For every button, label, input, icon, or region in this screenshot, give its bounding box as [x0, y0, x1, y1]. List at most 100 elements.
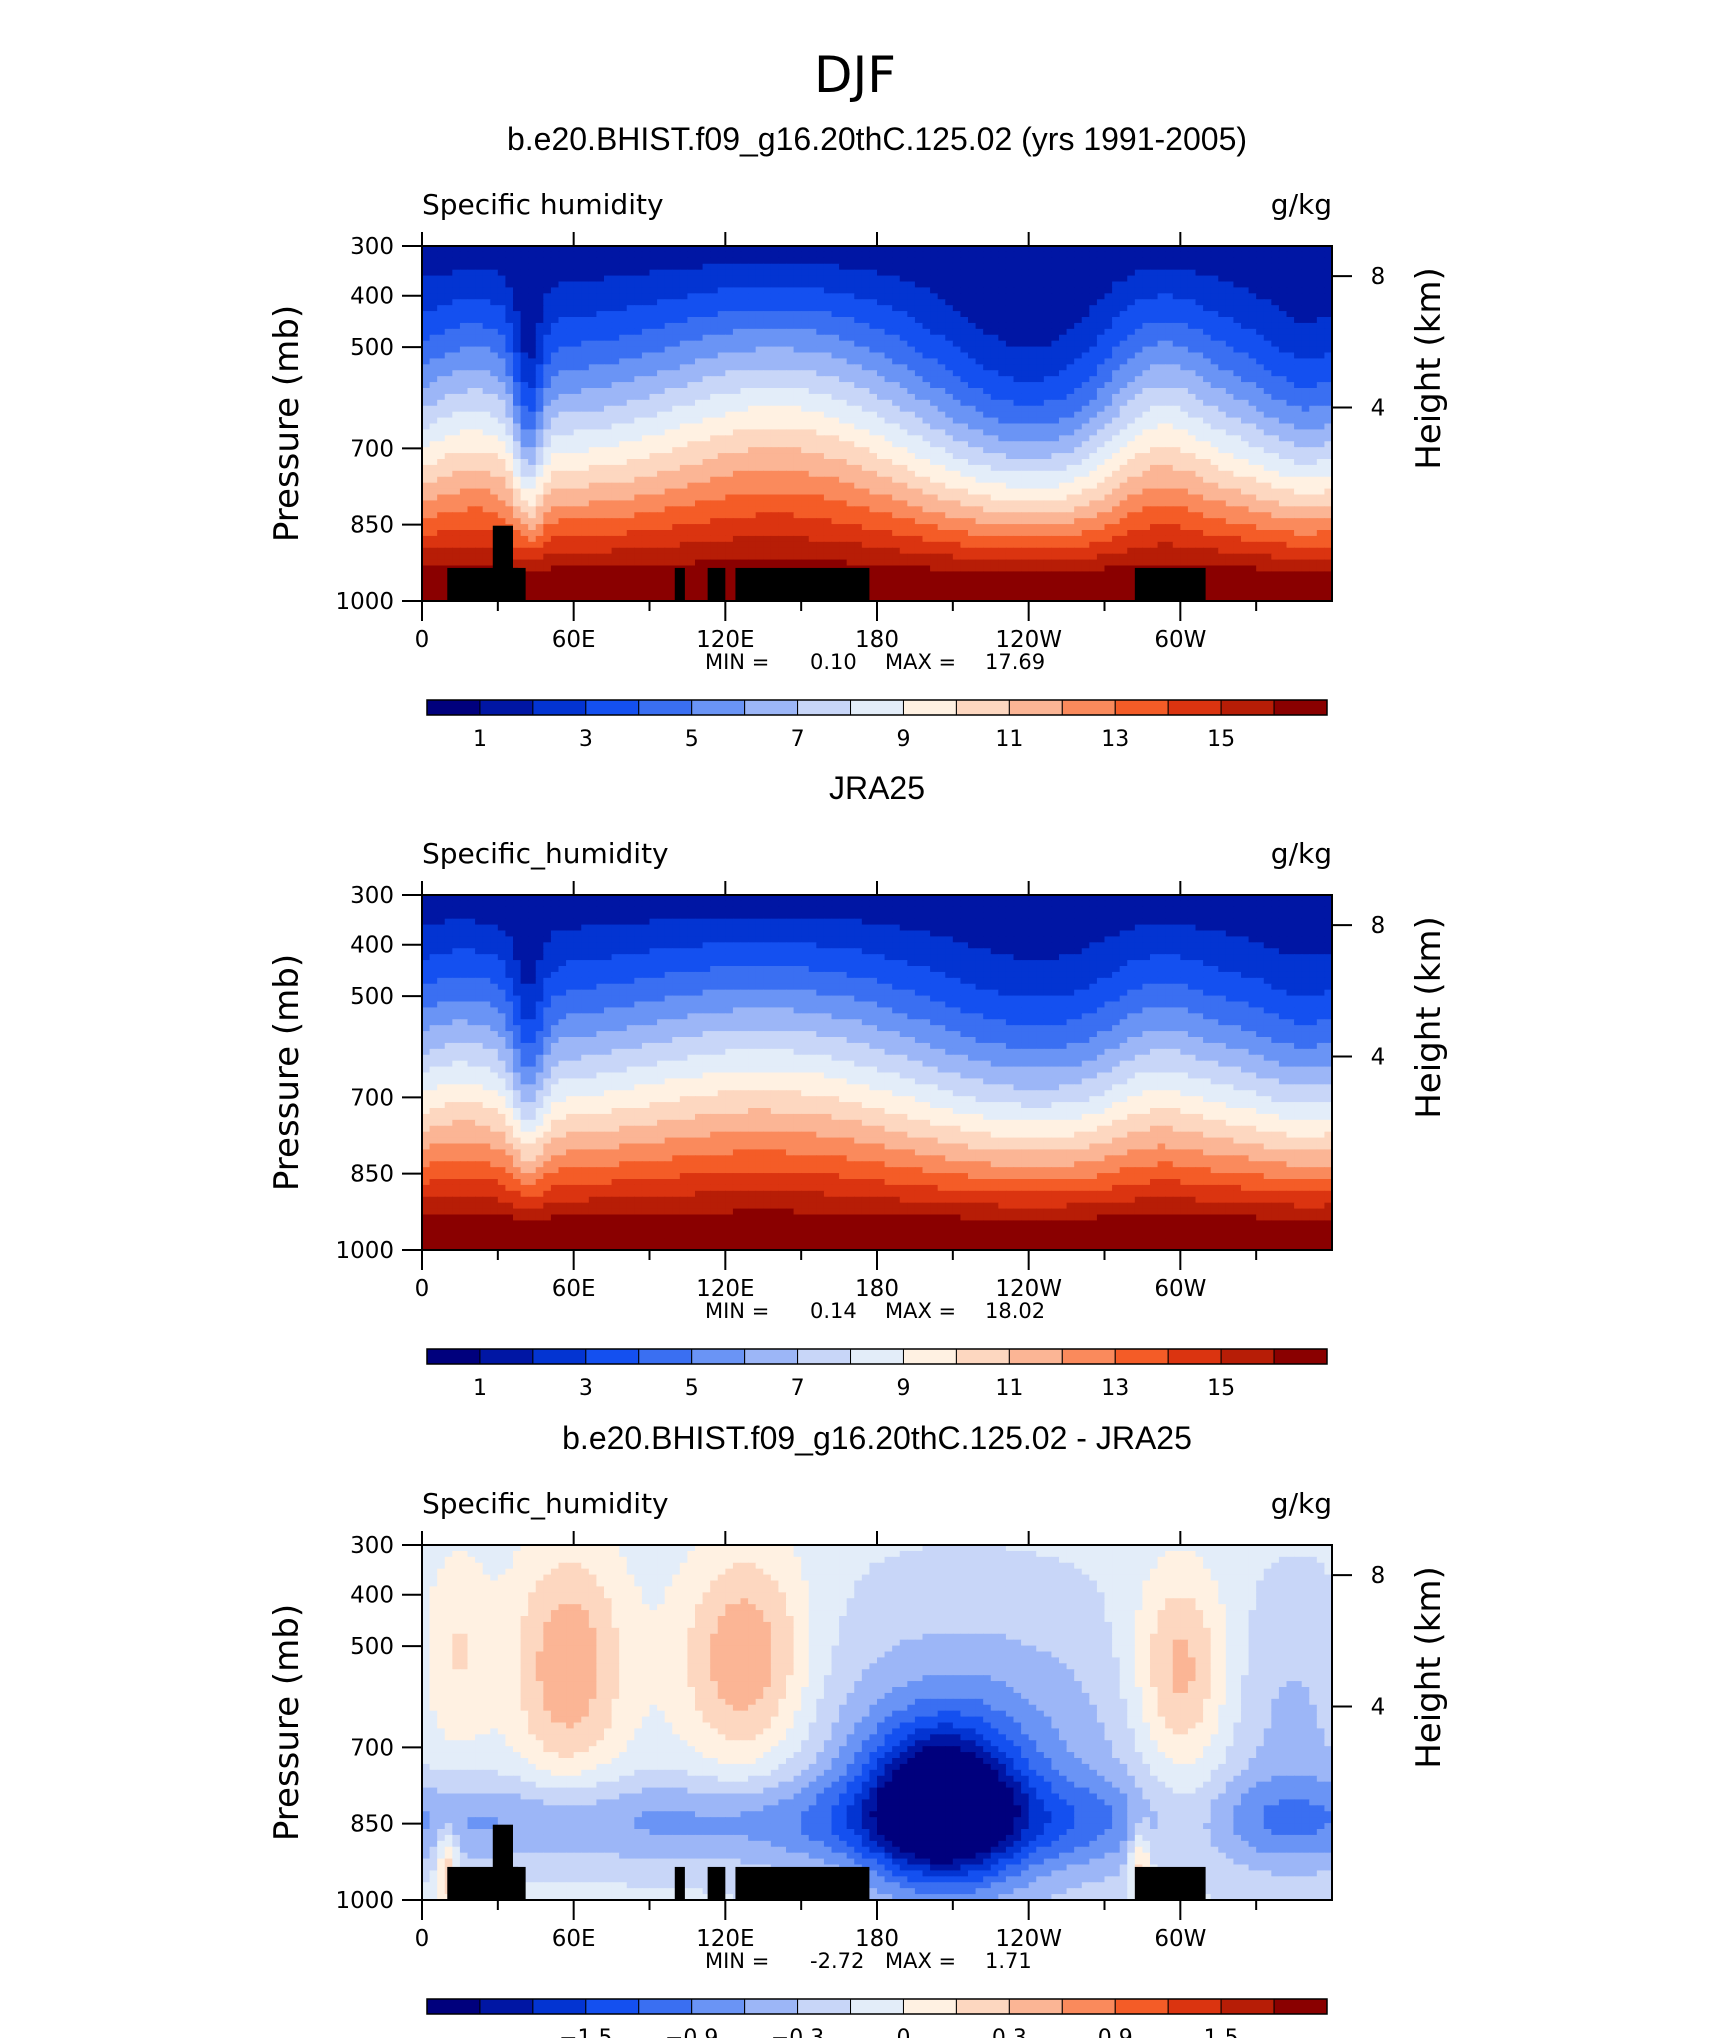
field-cell: [755, 441, 764, 448]
field-cell: [604, 317, 613, 324]
field-cell: [672, 441, 681, 448]
field-cell: [626, 287, 635, 294]
field-cell: [619, 453, 628, 460]
field-cell: [535, 281, 544, 289]
field-cell: [535, 352, 544, 360]
field-cell: [732, 393, 742, 401]
field-cell: [801, 382, 810, 389]
field-cell: [475, 263, 484, 271]
field-cell: [588, 435, 598, 442]
field-cell: [1134, 281, 1144, 289]
field-cell: [573, 269, 582, 277]
field-cell: [490, 464, 499, 472]
field-cell: [892, 352, 901, 360]
field-cell: [725, 417, 734, 425]
field-cell: [459, 393, 469, 401]
field-cell: [952, 246, 962, 253]
field-cell: [930, 340, 939, 348]
field-cell: [1066, 275, 1075, 283]
field-cell: [945, 322, 954, 330]
field-cell: [1241, 435, 1250, 442]
field-cell: [732, 399, 742, 407]
field-cell: [1203, 370, 1212, 377]
field-cell: [672, 417, 681, 425]
field-cell: [877, 476, 886, 484]
field-cell: [452, 352, 461, 360]
field-cell: [968, 257, 977, 265]
field-cell: [710, 459, 719, 466]
field-cell: [444, 305, 453, 312]
field-cell: [968, 287, 977, 294]
field-cell: [611, 423, 620, 431]
field-cell: [1294, 328, 1303, 336]
field-cell: [831, 287, 840, 294]
field-cell: [619, 328, 628, 336]
field-cell: [1294, 435, 1303, 442]
field-cell: [922, 328, 931, 336]
field-cell: [778, 311, 787, 318]
field-cell: [1309, 423, 1318, 431]
field-cell: [892, 311, 901, 318]
field-cell: [687, 423, 696, 431]
field-cell: [1233, 322, 1242, 330]
field-cell: [1294, 453, 1303, 460]
field-cell: [877, 382, 886, 389]
field-cell: [1089, 364, 1098, 371]
field-cell: [702, 346, 711, 354]
field-cell: [1119, 376, 1128, 383]
field-cell: [808, 251, 817, 259]
field-cell: [763, 388, 772, 395]
field-cell: [717, 263, 726, 271]
field-cell: [1286, 352, 1295, 360]
field-cell: [475, 305, 484, 312]
field-cell: [1248, 423, 1257, 431]
field-cell: [1309, 405, 1318, 413]
field-cell: [1210, 364, 1219, 371]
field-cell: [990, 352, 999, 360]
field-cell: [1316, 287, 1326, 294]
field-cell: [839, 382, 848, 389]
field-cell: [1005, 257, 1015, 265]
field-cell: [649, 281, 658, 289]
field-cell: [1256, 464, 1265, 472]
field-cell: [1248, 405, 1257, 413]
field-cell: [679, 364, 689, 371]
field-cell: [1089, 464, 1098, 472]
field-cell: [611, 328, 620, 336]
field-cell: [1066, 346, 1075, 354]
field-cell: [566, 429, 575, 436]
field-cell: [1294, 423, 1303, 431]
field-cell: [1028, 317, 1037, 324]
field-cell: [884, 459, 893, 466]
field-cell: [1104, 411, 1113, 419]
field-cell: [846, 459, 855, 466]
field-cell: [687, 382, 696, 389]
field-cell: [1021, 364, 1030, 371]
field-cell: [1294, 370, 1303, 377]
field-cell: [1294, 447, 1303, 454]
field-cell: [899, 370, 908, 377]
field-cell: [869, 317, 878, 324]
field-cell: [604, 346, 613, 354]
field-cell: [1134, 275, 1144, 283]
field-cell: [846, 411, 855, 419]
field-cell: [1051, 376, 1060, 383]
field-cell: [497, 470, 507, 478]
field-cell: [998, 393, 1007, 401]
field-cell: [657, 488, 666, 496]
field-cell: [467, 370, 476, 377]
field-cell: [573, 393, 582, 401]
field-cell: [588, 246, 598, 253]
field-cell: [490, 376, 499, 383]
field-cell: [823, 405, 833, 413]
field-cell: [914, 287, 924, 294]
field-cell: [535, 488, 544, 496]
field-cell: [1096, 299, 1106, 306]
field-cell: [816, 417, 825, 425]
field-cell: [505, 311, 514, 318]
field-cell: [1081, 340, 1090, 348]
field-cell: [679, 305, 689, 312]
field-cell: [452, 257, 461, 265]
field-cell: [717, 299, 726, 306]
field-cell: [1187, 275, 1197, 283]
